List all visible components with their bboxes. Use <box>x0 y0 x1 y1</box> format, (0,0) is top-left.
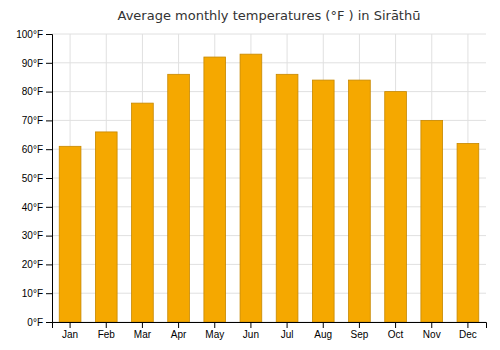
tick-mark <box>395 322 396 328</box>
tick-mark <box>178 322 179 328</box>
tick-mark <box>46 120 52 121</box>
tick: 100°F <box>16 29 52 40</box>
bar <box>204 57 226 322</box>
tick-mark <box>359 322 360 328</box>
tick: Jan <box>62 322 78 340</box>
grid <box>52 34 486 322</box>
tick-mark <box>142 322 143 328</box>
tick: 80°F <box>22 86 52 97</box>
plot: Jan Feb Mar Apr May Jun Jul Aug Sep Oct Nov Dec 0°F 1… <box>16 29 486 340</box>
bar <box>457 143 479 322</box>
tick-mark <box>46 322 52 323</box>
tick-mark <box>106 322 107 328</box>
tick: Dec <box>459 322 477 340</box>
bar <box>59 146 81 322</box>
tick: Aug <box>314 322 332 340</box>
tick-mark <box>214 322 215 328</box>
tick-label: Dec <box>459 329 477 340</box>
bar <box>312 80 334 322</box>
tick-label: Jun <box>243 329 259 340</box>
axis-line <box>46 35 53 323</box>
tick: 10°F <box>22 288 52 299</box>
bars <box>59 54 479 322</box>
bar <box>276 74 298 322</box>
tick-label: 70°F <box>22 115 43 126</box>
tick-label: Jul <box>281 329 294 340</box>
tick: 90°F <box>22 58 52 69</box>
tick-label: May <box>205 329 224 340</box>
tick-mark <box>46 293 52 294</box>
tick-label: Mar <box>134 329 152 340</box>
x-axis: Jan Feb Mar Apr May Jun Jul Aug Sep Oct Nov Dec <box>53 322 487 340</box>
axis-line <box>53 323 487 329</box>
tick-label: 0°F <box>27 317 43 328</box>
tick: 20°F <box>22 259 52 270</box>
tick-mark <box>323 322 324 328</box>
title: Average monthly temperatures (°F ) in Si… <box>118 8 421 23</box>
bar <box>95 132 117 322</box>
tick: 0°F <box>27 317 52 328</box>
grid-line <box>52 34 486 35</box>
tick-mark <box>46 34 52 35</box>
tick: Nov <box>423 322 441 340</box>
tick: May <box>205 322 224 340</box>
tick: 70°F <box>22 115 52 126</box>
tick: 30°F <box>22 230 52 241</box>
tick: Oct <box>388 322 404 340</box>
tick-mark <box>46 178 52 179</box>
chart: Jan Feb Mar Apr May Jun Jul Aug Sep Oct Nov Dec 0°F 1… <box>0 0 500 350</box>
tick-mark <box>46 236 52 237</box>
tick-mark <box>46 149 52 150</box>
tick: Mar <box>134 322 152 340</box>
tick-mark <box>46 63 52 64</box>
tick-label: Apr <box>171 329 187 340</box>
tick-label: 60°F <box>22 144 43 155</box>
tick-mark <box>431 322 432 328</box>
tick-label: Jan <box>62 329 78 340</box>
tick-mark <box>467 322 468 328</box>
tick-label: 100°F <box>16 29 43 40</box>
tick-label: 10°F <box>22 288 43 299</box>
bar <box>385 92 407 322</box>
bar <box>132 103 154 322</box>
tick-mark <box>70 322 71 328</box>
tick-mark <box>46 207 52 208</box>
tick: Jul <box>281 322 294 340</box>
tick: Apr <box>171 322 187 340</box>
bar <box>349 80 371 322</box>
tick: 60°F <box>22 144 52 155</box>
y-axis: 0°F 10°F 20°F 30°F 40°F 50°F 60°F 70°F 80°F 90°F 1… <box>16 29 52 328</box>
tick-mark <box>46 92 52 93</box>
tick-label: 30°F <box>22 230 43 241</box>
bar <box>168 74 190 322</box>
tick-mark <box>287 322 288 328</box>
tick-label: Nov <box>423 329 441 340</box>
grid-line <box>52 62 486 63</box>
tick: 50°F <box>22 173 52 184</box>
bar <box>421 120 443 322</box>
tick-mark <box>250 322 251 328</box>
tick: Jun <box>243 322 259 340</box>
tick-label: 40°F <box>22 202 43 213</box>
tick-label: 20°F <box>22 259 43 270</box>
tick-label: Oct <box>388 329 404 340</box>
grid-line <box>52 91 486 92</box>
tick-label: Sep <box>351 329 369 340</box>
tick: 40°F <box>22 202 52 213</box>
tick-mark <box>46 264 52 265</box>
tick-label: 80°F <box>22 86 43 97</box>
tick-label: 90°F <box>22 58 43 69</box>
bar <box>240 54 262 322</box>
tick-label: Feb <box>98 329 116 340</box>
tick-label: Aug <box>314 329 332 340</box>
tick: Feb <box>98 322 116 340</box>
tick: Sep <box>351 322 369 340</box>
tick-label: 50°F <box>22 173 43 184</box>
